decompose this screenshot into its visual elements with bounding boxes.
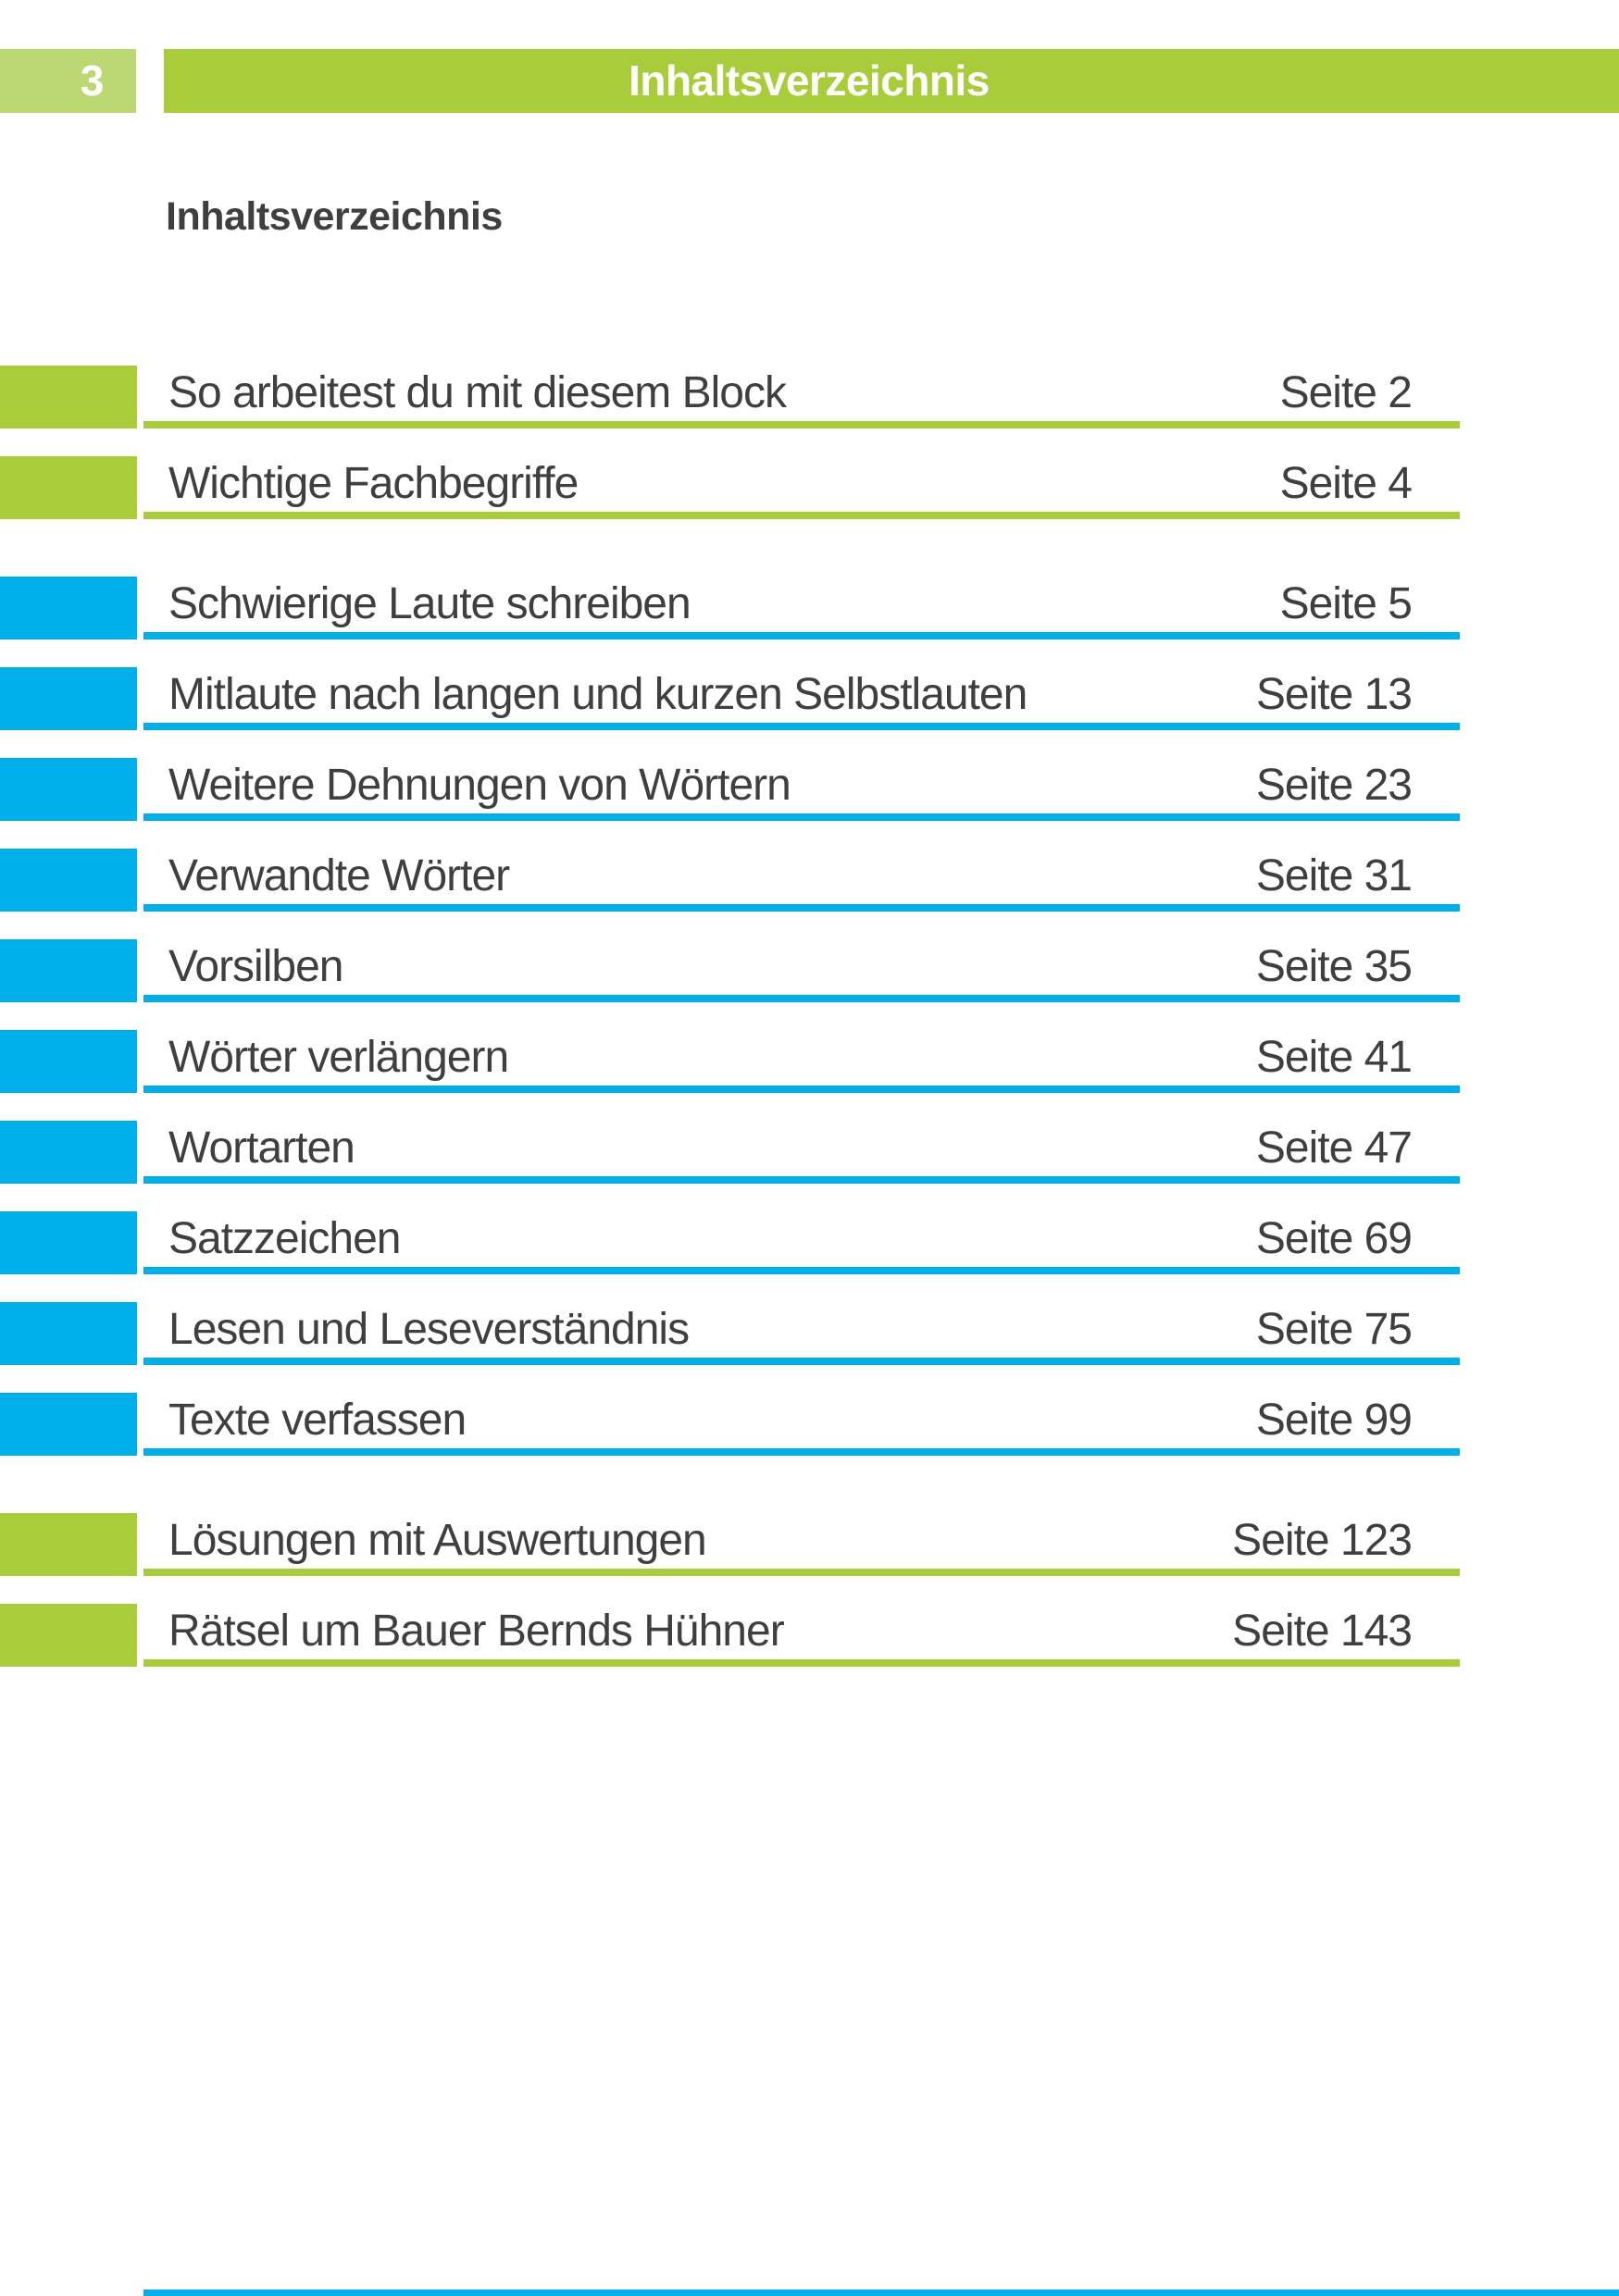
page-number: 3: [80, 56, 105, 105]
toc-entry-page: Seite 2: [1279, 368, 1413, 417]
toc-entry-underline: [143, 813, 1460, 821]
toc-entry-title: So arbeitest du mit diesem Block: [168, 368, 787, 417]
toc-entry: Lösungen mit Auswertungen Seite 123: [0, 1513, 1619, 1576]
toc-entry-color-bar: [0, 1513, 137, 1576]
toc-entry: So arbeitest du mit diesem Block Seite 2: [0, 366, 1619, 428]
page-title: Inhaltsverzeichnis: [166, 194, 503, 239]
toc-entry-page: Seite 69: [1255, 1214, 1413, 1263]
toc-entry: Vorsilben Seite 35: [0, 939, 1619, 1002]
toc-entry-page: Seite 13: [1255, 670, 1413, 719]
toc-entry-page: Seite 123: [1232, 1516, 1413, 1565]
toc-entry-underline: [143, 1267, 1460, 1274]
toc-entry-color-bar: [0, 758, 137, 821]
toc-entry-title: Rätsel um Bauer Bernds Hühner: [168, 1607, 785, 1656]
toc-entry: Wichtige Fachbegriffe Seite 4: [0, 456, 1619, 519]
toc-entry-title: Wortarten: [168, 1123, 355, 1173]
toc-entry-page: Seite 31: [1255, 851, 1413, 900]
toc-entry-underline: [143, 904, 1460, 912]
toc-entry-color-bar: [0, 366, 137, 428]
toc-entry-underline: [143, 723, 1460, 730]
toc-entry-color-bar: [0, 1302, 137, 1365]
toc-entry-title: Verwandte Wörter: [168, 851, 510, 900]
toc-entry-page: Seite 23: [1255, 761, 1413, 810]
toc-entry-underline: [143, 1569, 1460, 1576]
toc-entry-title: Lesen und Leseverständnis: [168, 1305, 690, 1354]
toc-entry-underline: [143, 1659, 1460, 1667]
toc-entry-title: Weitere Dehnungen von Wörtern: [168, 761, 791, 810]
bottom-accent-bar: [143, 2290, 1619, 2296]
toc-entry-title: Mitlaute nach langen und kurzen Selbstla…: [168, 670, 1027, 719]
toc-entry-underline: [143, 1176, 1460, 1184]
toc-entry: Lesen und Leseverständnis Seite 75: [0, 1302, 1619, 1365]
toc-entry-underline: [143, 512, 1460, 519]
toc-entry-page: Seite 5: [1279, 579, 1413, 628]
toc-entry-color-bar: [0, 1121, 137, 1184]
header-bar: Inhaltsverzeichnis: [164, 49, 1619, 113]
toc-entry-title: Wichtige Fachbegriffe: [168, 459, 579, 508]
toc-entry-page: Seite 75: [1255, 1305, 1413, 1354]
toc-entry-title: Schwierige Laute schreiben: [168, 579, 691, 628]
toc-entry-title: Texte verfassen: [168, 1396, 467, 1445]
toc-entry-underline: [143, 1358, 1460, 1365]
toc-list: So arbeitest du mit diesem Block Seite 2…: [0, 366, 1619, 1694]
toc-entry-color-bar: [0, 939, 137, 1002]
toc-entry-color-bar: [0, 1211, 137, 1274]
toc-entry-color-bar: [0, 667, 137, 730]
toc-entry-color-bar: [0, 1604, 137, 1667]
toc-entry-page: Seite 41: [1255, 1033, 1413, 1082]
toc-entry-underline: [143, 995, 1460, 1002]
toc-entry-page: Seite 4: [1279, 459, 1413, 508]
toc-entry-underline: [143, 421, 1460, 428]
toc-entry-page: Seite 35: [1255, 942, 1413, 991]
toc-entry: Wörter verlängern Seite 41: [0, 1030, 1619, 1093]
toc-entry: Verwandte Wörter Seite 31: [0, 849, 1619, 912]
toc-entry-color-bar: [0, 1030, 137, 1093]
toc-entry: Wortarten Seite 47: [0, 1121, 1619, 1184]
toc-entry: Mitlaute nach langen und kurzen Selbstla…: [0, 667, 1619, 730]
toc-entry-color-bar: [0, 849, 137, 912]
toc-entry: Rätsel um Bauer Bernds Hühner Seite 143: [0, 1604, 1619, 1667]
toc-entry-underline: [143, 1086, 1460, 1093]
toc-entry-color-bar: [0, 1393, 137, 1456]
toc-entry-title: Lösungen mit Auswertungen: [168, 1516, 707, 1565]
toc-entry-page: Seite 99: [1255, 1396, 1413, 1445]
toc-entry-page: Seite 143: [1232, 1607, 1413, 1656]
toc-entry: Satzzeichen Seite 69: [0, 1211, 1619, 1274]
toc-entry-title: Vorsilben: [168, 942, 343, 991]
toc-entry: Schwierige Laute schreiben Seite 5: [0, 577, 1619, 639]
toc-entry-underline: [143, 1448, 1460, 1456]
toc-entry-color-bar: [0, 456, 137, 519]
toc-entry: Weitere Dehnungen von Wörtern Seite 23: [0, 758, 1619, 821]
page-number-box: 3: [0, 49, 136, 113]
toc-entry-title: Wörter verlängern: [168, 1033, 509, 1082]
toc-entry-page: Seite 47: [1255, 1123, 1413, 1173]
toc-entry-title: Satzzeichen: [168, 1214, 401, 1263]
header-title: Inhaltsverzeichnis: [629, 56, 990, 105]
toc-entry-color-bar: [0, 577, 137, 639]
toc-entry: Texte verfassen Seite 99: [0, 1393, 1619, 1456]
toc-entry-underline: [143, 632, 1460, 639]
